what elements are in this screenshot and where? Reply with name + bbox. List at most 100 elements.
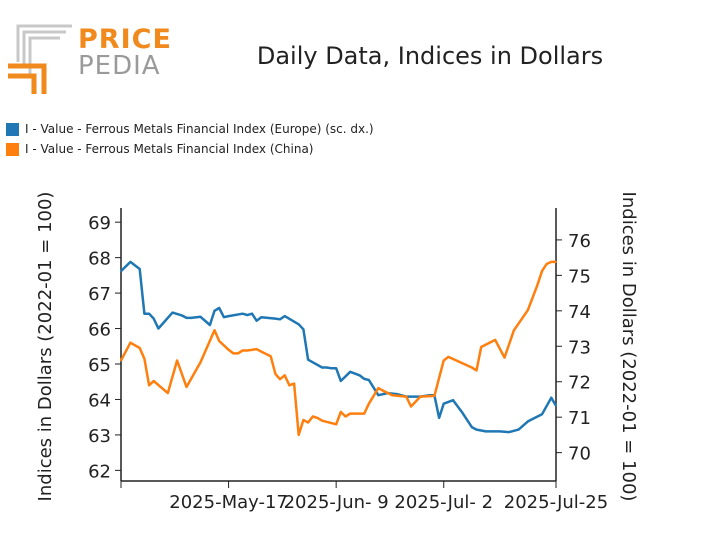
data-point-europe	[475, 428, 478, 431]
data-point-china	[410, 405, 412, 408]
chart-title: Daily Data, Indices in Dollars	[256, 42, 604, 70]
data-point-china	[503, 356, 506, 359]
data-point-europe	[326, 366, 328, 369]
data-point-europe	[255, 319, 258, 322]
data-point-europe	[550, 396, 553, 399]
data-point-china	[148, 384, 150, 387]
data-point-europe	[251, 312, 253, 315]
y-right-tick-label: 74	[568, 302, 591, 323]
y-right-tick-label: 73	[568, 337, 591, 358]
data-point-europe	[555, 405, 557, 407]
data-point-china	[349, 412, 352, 415]
data-point-europe	[508, 431, 511, 433]
data-point-china	[293, 382, 295, 385]
data-point-china	[480, 346, 483, 348]
y-right-tick-label: 70	[568, 444, 591, 465]
data-point-china	[288, 384, 291, 387]
legend-label-china: I - Value - Ferrous Metals Financial Ind…	[25, 142, 314, 156]
data-point-europe	[218, 307, 220, 309]
data-point-europe	[260, 316, 263, 319]
data-point-europe	[148, 312, 150, 315]
data-point-china	[475, 369, 478, 372]
legend-item-china[interactable]: I - Value - Ferrous Metals Financial Ind…	[6, 139, 374, 159]
data-point-china	[471, 366, 473, 369]
data-point-europe	[541, 413, 543, 416]
data-point-europe	[499, 430, 501, 433]
logo-text-price: PRICE	[78, 24, 172, 55]
data-point-europe	[297, 323, 300, 326]
data-point-europe	[190, 317, 192, 319]
data-point-europe	[279, 318, 281, 321]
data-point-europe	[340, 380, 342, 382]
data-point-china	[129, 341, 132, 344]
data-point-china	[138, 347, 141, 349]
x-tick-label: 2025-May-17	[169, 492, 288, 513]
data-point-europe	[452, 399, 454, 402]
y-left-tick-label: 62	[88, 461, 111, 482]
data-point-china	[527, 309, 529, 311]
data-point-china	[199, 361, 202, 364]
data-point-china	[541, 270, 543, 272]
data-point-europe	[129, 261, 132, 263]
data-point-europe	[213, 310, 216, 312]
data-point-china	[297, 434, 300, 436]
data-point-europe	[199, 316, 202, 318]
y-axis-right-label: Indices in Dollars (2022-01 = 100)	[618, 192, 639, 502]
data-point-china	[377, 387, 380, 389]
pricepedia-logo: PRICE PEDIA	[8, 24, 171, 94]
data-point-china	[433, 395, 436, 397]
data-point-china	[237, 352, 239, 355]
logo-text-pedia: PEDIA	[78, 51, 161, 81]
data-point-europe	[307, 358, 309, 361]
data-point-china	[391, 394, 394, 397]
x-tick-label: 2025-Jul-25	[504, 492, 608, 513]
data-point-china	[368, 402, 370, 405]
data-point-china	[167, 392, 169, 394]
data-point-china	[241, 349, 244, 352]
data-point-europe	[321, 366, 323, 369]
data-point-china	[555, 261, 557, 263]
data-point-europe	[185, 317, 188, 319]
data-point-europe	[485, 430, 487, 433]
legend-item-europe[interactable]: I - Value - Ferrous Metals Financial Ind…	[6, 119, 374, 139]
data-point-china	[363, 412, 366, 415]
data-point-china	[232, 352, 235, 355]
data-point-china	[316, 417, 319, 419]
legend-swatch-europe	[6, 122, 19, 136]
data-point-china	[274, 373, 277, 375]
y-left-tick-label: 69	[88, 213, 111, 234]
data-point-europe	[223, 316, 225, 319]
data-point-china	[312, 415, 314, 418]
data-point-europe	[349, 371, 352, 373]
data-point-europe	[442, 402, 445, 405]
y-right-tick-label: 71	[568, 408, 591, 429]
data-point-china	[405, 395, 408, 398]
data-point-europe	[157, 327, 160, 330]
y-left-tick-label: 66	[88, 320, 111, 341]
data-point-europe	[209, 324, 211, 326]
data-point-china	[152, 380, 155, 382]
data-point-china	[269, 355, 272, 358]
data-point-europe	[152, 317, 155, 320]
x-tick-label: 2025-Jul- 2	[394, 492, 493, 513]
data-point-europe	[241, 312, 244, 315]
data-point-china	[536, 284, 539, 287]
data-point-europe	[438, 417, 440, 419]
data-point-europe	[181, 314, 183, 317]
data-point-china	[120, 359, 122, 362]
data-point-china	[302, 419, 305, 421]
y-left-tick-label: 65	[88, 355, 111, 376]
data-point-china	[260, 350, 263, 353]
y-left-tick-label: 68	[88, 249, 111, 270]
data-point-china	[335, 423, 338, 426]
data-point-europe	[143, 312, 146, 315]
data-point-china	[545, 263, 548, 265]
chart-legend: I - Value - Ferrous Metals Financial Ind…	[6, 119, 374, 159]
data-point-china	[279, 378, 281, 381]
legend-label-europe: I - Value - Ferrous Metals Financial Ind…	[25, 122, 374, 136]
y-axis-left-label: Indices in Dollars (2022-01 = 100)	[35, 192, 56, 502]
data-point-china	[213, 329, 216, 332]
data-point-europe	[120, 270, 122, 272]
data-point-europe	[138, 268, 141, 270]
logo-mark-icon	[8, 24, 72, 94]
